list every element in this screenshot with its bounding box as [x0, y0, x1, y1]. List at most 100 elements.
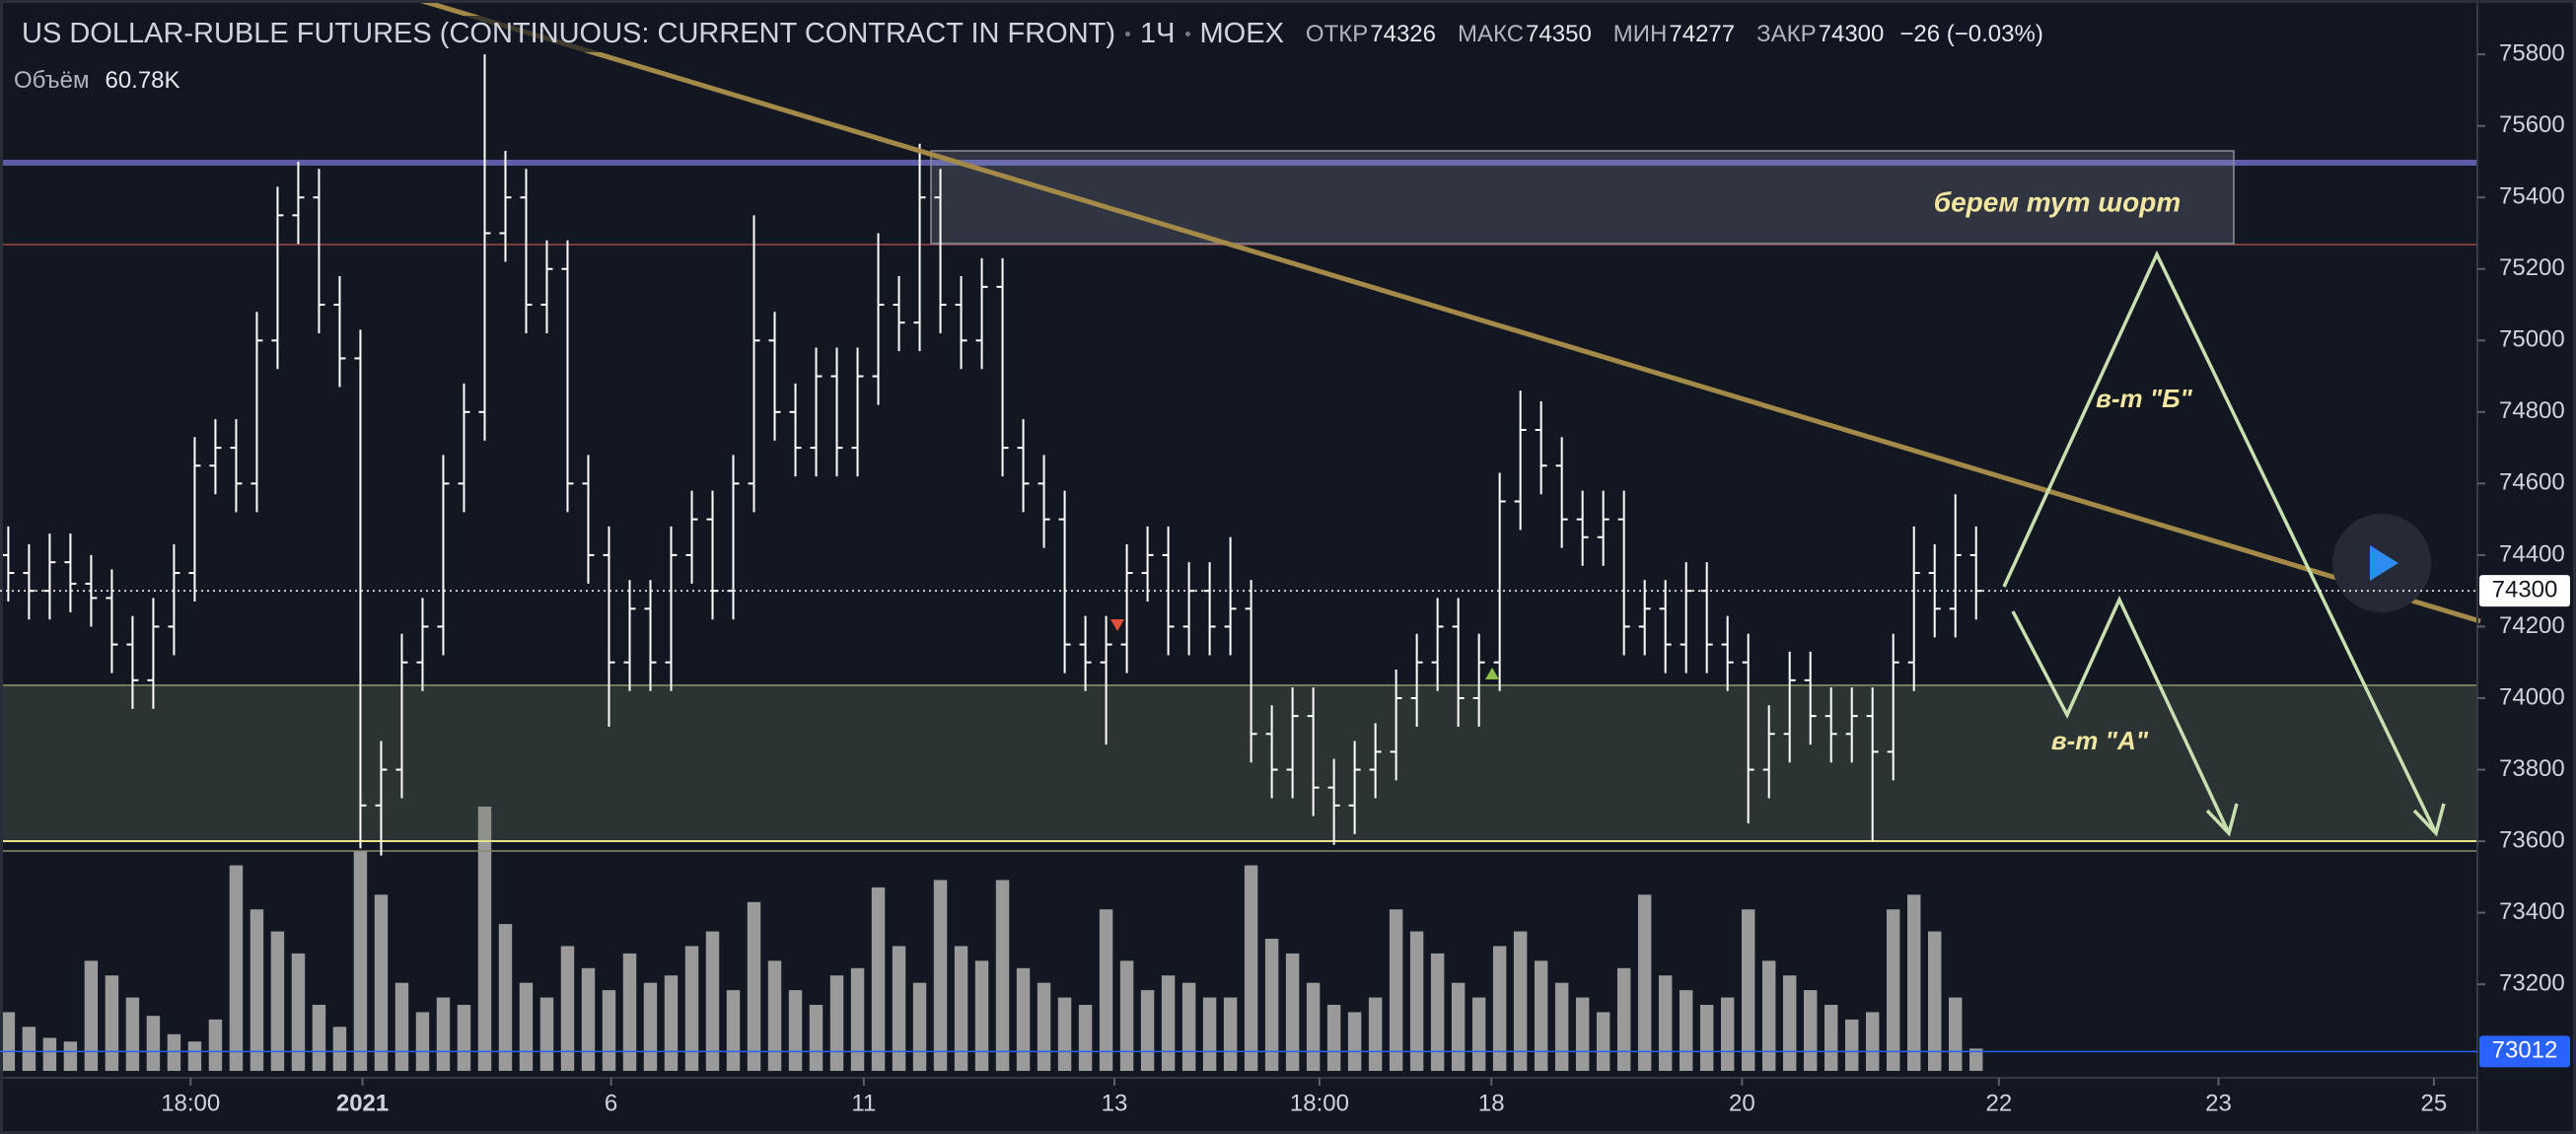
volume-bar: [1244, 865, 1258, 1071]
volume-bar: [1161, 975, 1176, 1071]
volume-bar: [1927, 931, 1942, 1071]
volume-bar: [1720, 997, 1735, 1071]
volume-bar: [63, 1041, 78, 1071]
y-tick-label: 74200: [2499, 612, 2565, 639]
y-tick-label: 75000: [2499, 326, 2565, 353]
ohlc-key: МИН: [1612, 20, 1668, 47]
volume-bar: [664, 975, 679, 1071]
volume-bar: [788, 990, 803, 1071]
y-tick-label: 73200: [2499, 969, 2565, 996]
volume-bar: [1409, 931, 1424, 1071]
x-tick-label: 18:00: [161, 1090, 220, 1116]
volume-bar: [1057, 997, 1072, 1071]
volume-bar: [519, 982, 534, 1071]
volume-bar: [1202, 997, 1217, 1071]
volume-bar: [1968, 1048, 1983, 1071]
volume-bar: [539, 997, 554, 1071]
volume-value: 60.78K: [105, 67, 180, 94]
x-tick-label: 18:00: [1290, 1090, 1349, 1116]
sell-marker: [1110, 619, 1124, 631]
volume-bar: [1119, 960, 1134, 1071]
volume-bar: [1741, 909, 1755, 1071]
volume-bar: [1347, 1012, 1362, 1071]
x-tick-label: 2021: [336, 1090, 389, 1116]
volume-bar: [933, 880, 948, 1071]
volume-bar: [726, 990, 741, 1071]
volume-bar: [353, 850, 368, 1071]
volume-bar: [1140, 990, 1155, 1071]
volume-bar: [1326, 1005, 1341, 1071]
x-tick-label: 22: [1985, 1090, 2012, 1116]
volume-bar: [1513, 931, 1528, 1071]
ohlc-key: МАКС: [1458, 20, 1525, 47]
volume-bar: [1658, 975, 1673, 1071]
price-layer: [2, 54, 1982, 856]
volume-bar: [374, 894, 389, 1071]
volume-bar: [1, 1012, 16, 1071]
annotation: в-т "А": [2051, 726, 2149, 755]
volume-bar: [643, 982, 658, 1071]
scenario-b: [2002, 249, 2438, 834]
volume-bar: [954, 946, 968, 1071]
exchange: MOEX: [1199, 18, 1284, 49]
x-tick-label: 11: [851, 1090, 876, 1116]
volume-bar: [1016, 967, 1031, 1071]
volume-bar: [229, 865, 244, 1071]
price-label-box: [2479, 575, 2570, 607]
volume-bar: [684, 946, 699, 1071]
x-tick-label: 18: [1478, 1090, 1505, 1116]
legend: US DOLLAR-RUBLE FUTURES (CONTINUOUS: CUR…: [14, 16, 2051, 52]
volume-bar: [560, 946, 575, 1071]
volume-bar: [809, 1005, 823, 1071]
x-tick-label: 6: [605, 1090, 617, 1116]
volume-bar: [1368, 997, 1383, 1071]
volume-bar: [1492, 946, 1507, 1071]
volume-bar: [146, 1016, 161, 1071]
volume-bar: [892, 946, 906, 1071]
volume-bar: [1223, 997, 1238, 1071]
arrow-head: [2412, 803, 2446, 837]
volume-legend: Объём 60.78K: [14, 67, 180, 95]
y-tick-label: 75200: [2499, 254, 2565, 281]
volume-bar: [291, 953, 306, 1071]
y-tick-label: 75600: [2499, 111, 2565, 138]
volume-bar: [829, 975, 844, 1071]
volume-bar: [1078, 1005, 1093, 1071]
x-tick-label: 20: [1729, 1090, 1755, 1116]
ohlc-key: ЗАКР: [1756, 20, 1817, 47]
volume-bar: [477, 807, 492, 1071]
volume-bar: [622, 953, 637, 1071]
volume-bar: [1575, 997, 1590, 1071]
annotation: в-т "Б": [2096, 384, 2192, 413]
volume-bar: [312, 1005, 326, 1071]
volume-bar: [415, 1012, 430, 1071]
annotation: берем тут шорт: [1934, 186, 2182, 217]
volume-bar: [1099, 909, 1113, 1071]
volume-bar: [705, 931, 720, 1071]
volume-bar: [1844, 1019, 1859, 1071]
ohlc-value: 74277: [1669, 20, 1736, 47]
volume-bar: [1865, 1012, 1880, 1071]
volume-bar: [747, 901, 761, 1071]
volume-bar: [1699, 1005, 1714, 1071]
volume-bar: [1616, 967, 1631, 1071]
volume-bar: [1451, 982, 1466, 1071]
volume-bar: [871, 886, 886, 1071]
ohlc-value: 74326: [1370, 20, 1436, 47]
scenario-a: [2011, 595, 2231, 834]
volume-bar: [1264, 939, 1279, 1071]
trend-line: [418, 0, 2481, 624]
volume-bar: [1534, 960, 1548, 1071]
play-icon[interactable]: [2370, 545, 2398, 581]
price-label: 73012: [2492, 1037, 2558, 1064]
volume-bar: [332, 1027, 347, 1071]
volume-bar: [602, 990, 616, 1071]
separator: [1125, 32, 1131, 36]
volume-bar: [1948, 997, 1963, 1071]
volume-bar: [22, 1027, 36, 1071]
volume-label: Объём: [14, 67, 90, 94]
volume-bar: [436, 997, 451, 1071]
